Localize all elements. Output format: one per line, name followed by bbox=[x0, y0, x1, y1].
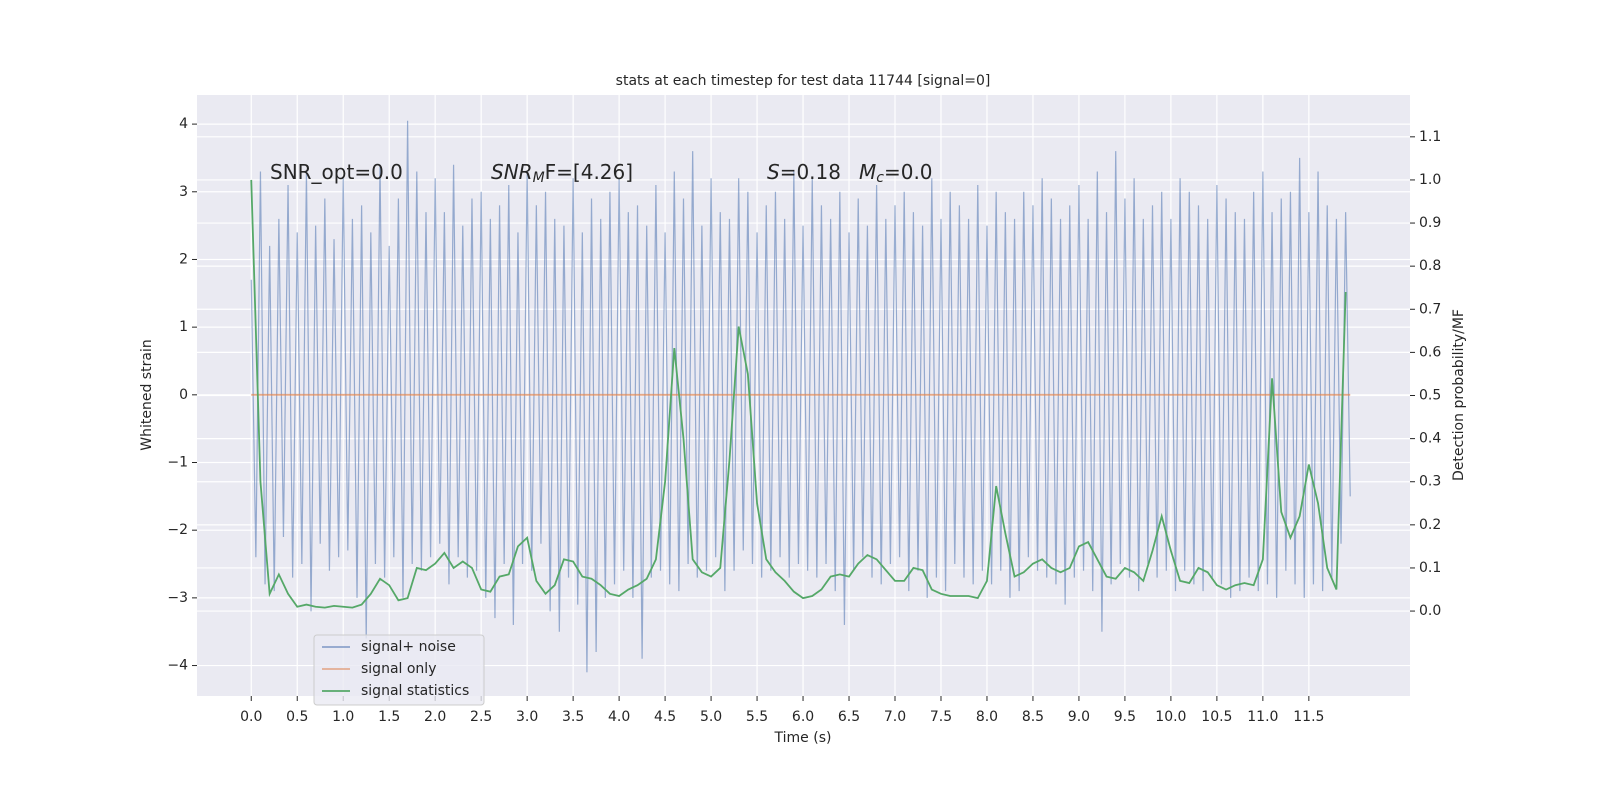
y-tick-label: 0 bbox=[179, 387, 188, 403]
legend-box bbox=[313, 634, 485, 706]
x-tick-label: 2.5 bbox=[470, 709, 492, 725]
x-tick-label: 2.0 bbox=[424, 709, 446, 725]
x-tick-label: 10.5 bbox=[1201, 709, 1232, 725]
series-line bbox=[250, 179, 1347, 609]
y-tick-label: −2 bbox=[167, 522, 188, 538]
legend: signal+ noise signal only signal statistic… bbox=[313, 634, 485, 706]
y2-tick-label: 0.8 bbox=[1419, 258, 1441, 274]
y-tick-label: −1 bbox=[167, 455, 188, 471]
x-axis-label: Time (s) bbox=[774, 730, 832, 746]
x-tick-label: 7.5 bbox=[930, 709, 952, 725]
x-tick-label: 3.0 bbox=[516, 709, 538, 725]
y-tick-label: 1 bbox=[179, 319, 188, 335]
y-tick-label: 3 bbox=[179, 184, 188, 200]
y2-tick-label: 0.1 bbox=[1419, 560, 1441, 576]
annotation-text: M bbox=[859, 160, 876, 184]
annotation-rest: =0.18 bbox=[780, 160, 841, 184]
x-tick-label: 6.0 bbox=[792, 709, 814, 725]
y2-tick-label: 0.2 bbox=[1419, 517, 1441, 533]
legend-label: signal statistics bbox=[361, 683, 469, 699]
x-tick-label: 4.0 bbox=[608, 709, 630, 725]
x-tick-label: 3.5 bbox=[562, 709, 584, 725]
x-tick-label: 8.0 bbox=[976, 709, 998, 725]
y2-tick-label: 0.3 bbox=[1419, 474, 1441, 490]
x-tick-label: 9.5 bbox=[1114, 709, 1136, 725]
x-tick-label: 7.0 bbox=[884, 709, 906, 725]
x-tick-label: 10.0 bbox=[1155, 709, 1186, 725]
y2-tick-label: 0.0 bbox=[1419, 603, 1441, 619]
annotations: SNR_opt=0.0 SNRMF=[4.26] S=0.18 Mc=0.0 bbox=[270, 160, 933, 187]
x-tick-label: 11.5 bbox=[1293, 709, 1324, 725]
annotation-rest: F=[4.26] bbox=[545, 160, 633, 184]
y-tick-label: −4 bbox=[167, 658, 188, 674]
y2-axis-label: Detection probability/MF bbox=[1451, 309, 1467, 481]
x-tick-label: 8.5 bbox=[1022, 709, 1044, 725]
y2-tick-label: 0.5 bbox=[1419, 388, 1441, 404]
y2-tick-label: 1.0 bbox=[1419, 172, 1441, 188]
x-tick-label: 0.5 bbox=[286, 709, 308, 725]
y2-tick-label: 0.6 bbox=[1419, 344, 1441, 360]
legend-label: signal only bbox=[361, 661, 436, 677]
x-tick-label: 4.5 bbox=[654, 709, 676, 725]
y2-tick-label: 0.7 bbox=[1419, 301, 1441, 317]
y-tick-label: −3 bbox=[167, 590, 188, 606]
axes: 0.0 0.5 1.0 1.5 2.0 2.5 3.0 3.5 4.0 4.5 5.0 5.5 6.0 6… bbox=[167, 116, 1441, 725]
marks bbox=[250, 120, 1351, 673]
y-tick-label: 2 bbox=[179, 251, 188, 267]
legend-label: signal+ noise bbox=[361, 639, 456, 655]
chart-title: stats at each timestep for test data 117… bbox=[616, 73, 991, 89]
y2-tick-label: 0.4 bbox=[1419, 431, 1441, 447]
annotation-subscript: M bbox=[533, 170, 545, 186]
y2-tick-label: 1.1 bbox=[1419, 129, 1441, 145]
annotation: S=0.18 bbox=[767, 160, 841, 184]
annotation: Mc=0.0 bbox=[859, 160, 933, 187]
y-axis-label: Whitened strain bbox=[139, 339, 155, 450]
annotation-rest: =0.0 bbox=[884, 160, 933, 184]
annotation: SNRMF=[4.26] bbox=[491, 160, 633, 187]
x-tick-label: 1.0 bbox=[332, 709, 354, 725]
x-tick-label: 9.0 bbox=[1068, 709, 1090, 725]
annotation-text: SNR_opt=0.0 bbox=[270, 160, 403, 184]
x-tick-label: 0.0 bbox=[240, 709, 262, 725]
x-tick-label: 5.5 bbox=[746, 709, 768, 725]
x-tick-label: 5.0 bbox=[700, 709, 722, 725]
annotation-text: SNR bbox=[491, 160, 533, 184]
y-tick-label: 4 bbox=[179, 116, 188, 132]
y2-tick-label: 0.9 bbox=[1419, 215, 1441, 231]
annotation: SNR_opt=0.0 bbox=[270, 160, 403, 184]
annotation-text: S bbox=[767, 160, 780, 184]
x-tick-label: 6.5 bbox=[838, 709, 860, 725]
x-tick-label: 11.0 bbox=[1247, 709, 1278, 725]
x-tick-label: 1.5 bbox=[378, 709, 400, 725]
annotation-subscript: c bbox=[876, 170, 884, 186]
